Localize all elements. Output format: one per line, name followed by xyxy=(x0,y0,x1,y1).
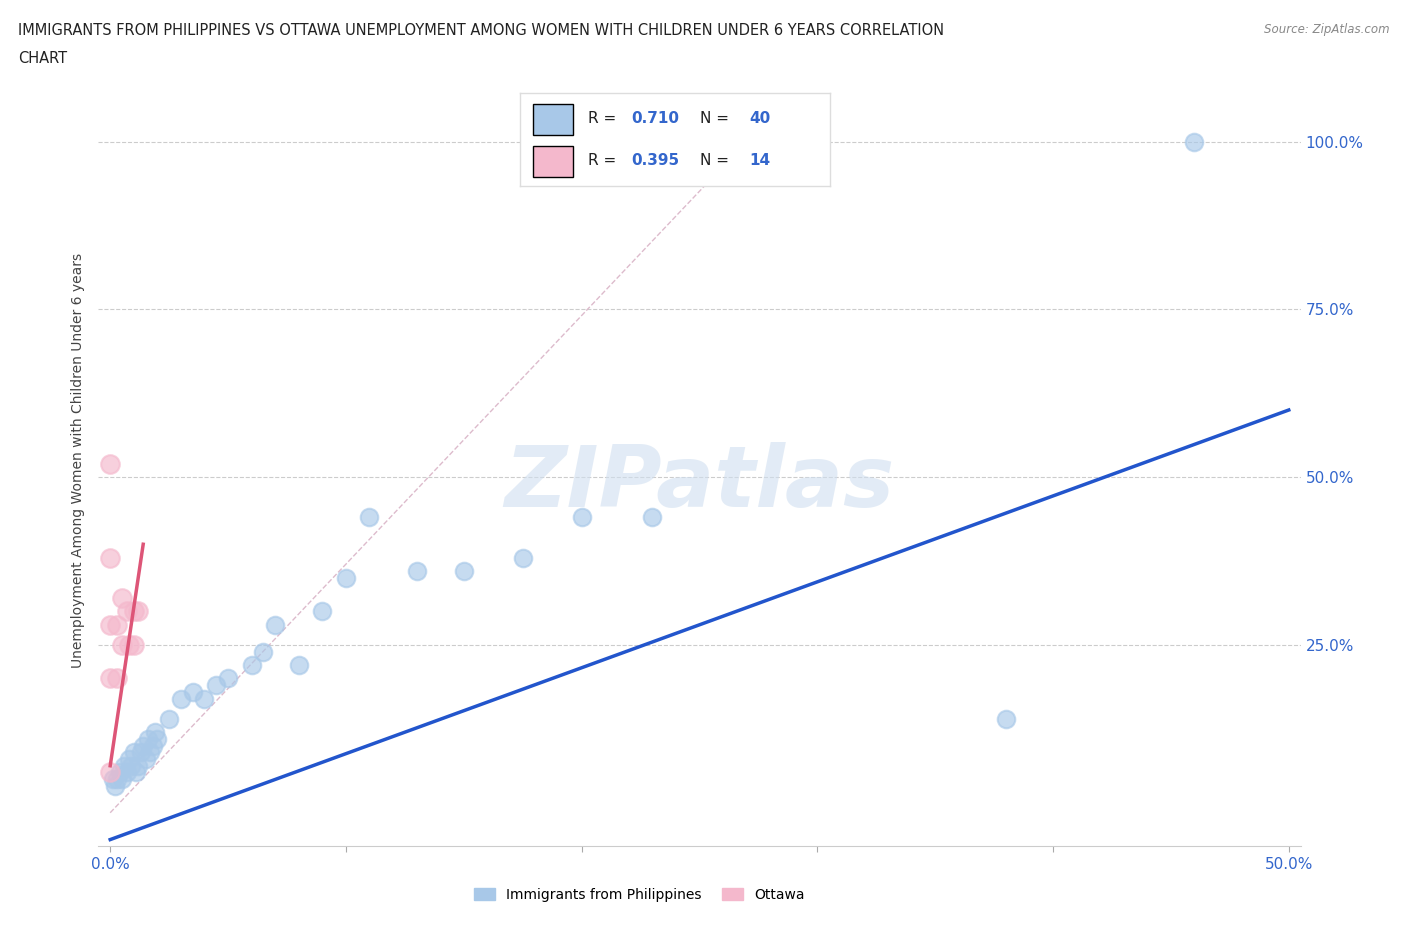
Point xyxy=(118,751,141,766)
Point xyxy=(98,671,121,686)
Point xyxy=(98,551,121,565)
Point xyxy=(132,738,155,753)
Text: N =: N = xyxy=(700,111,734,126)
FancyBboxPatch shape xyxy=(533,104,572,135)
Point xyxy=(98,765,121,780)
Point xyxy=(512,551,534,565)
Point xyxy=(122,604,145,618)
Point xyxy=(120,758,142,773)
Point xyxy=(115,765,138,780)
Y-axis label: Unemployment Among Women with Children Under 6 years: Unemployment Among Women with Children U… xyxy=(72,253,86,668)
Point xyxy=(641,510,664,525)
Text: R =: R = xyxy=(588,111,621,126)
Point xyxy=(118,637,141,652)
Point xyxy=(405,564,427,578)
Text: ZIPatlas: ZIPatlas xyxy=(505,442,894,525)
Point xyxy=(111,637,134,652)
FancyBboxPatch shape xyxy=(533,146,572,177)
Text: 14: 14 xyxy=(749,153,770,168)
Point xyxy=(136,732,159,747)
Point xyxy=(217,671,239,686)
Point xyxy=(125,765,148,780)
Point xyxy=(101,772,124,787)
Point xyxy=(335,570,357,585)
Point xyxy=(111,772,134,787)
Point xyxy=(122,745,145,760)
Point xyxy=(453,564,475,578)
Point xyxy=(111,591,134,605)
Point xyxy=(112,758,135,773)
Text: 0.710: 0.710 xyxy=(631,111,679,126)
Point xyxy=(170,691,193,706)
Text: N =: N = xyxy=(700,153,734,168)
Point xyxy=(143,724,166,739)
Point xyxy=(105,671,128,686)
Text: IMMIGRANTS FROM PHILIPPINES VS OTTAWA UNEMPLOYMENT AMONG WOMEN WITH CHILDREN UND: IMMIGRANTS FROM PHILIPPINES VS OTTAWA UN… xyxy=(18,23,945,38)
Point xyxy=(994,711,1017,726)
Text: Source: ZipAtlas.com: Source: ZipAtlas.com xyxy=(1264,23,1389,36)
Point xyxy=(359,510,381,525)
Point xyxy=(122,637,145,652)
Point xyxy=(105,772,128,787)
Text: CHART: CHART xyxy=(18,51,67,66)
Point xyxy=(98,457,121,472)
Point xyxy=(571,510,593,525)
Point xyxy=(1184,134,1206,149)
Point xyxy=(128,604,150,618)
Point xyxy=(181,684,204,699)
Legend: Immigrants from Philippines, Ottawa: Immigrants from Philippines, Ottawa xyxy=(467,881,811,909)
Point xyxy=(240,658,263,672)
Point xyxy=(157,711,180,726)
Point xyxy=(115,604,138,618)
Point xyxy=(146,732,169,747)
Text: 40: 40 xyxy=(749,111,770,126)
Point xyxy=(142,738,165,753)
Text: 0.395: 0.395 xyxy=(631,153,679,168)
Text: R =: R = xyxy=(588,153,621,168)
Point xyxy=(193,691,215,706)
Point xyxy=(264,618,287,632)
Point xyxy=(205,678,228,693)
Point xyxy=(139,745,162,760)
Point xyxy=(252,644,274,659)
Point xyxy=(128,758,150,773)
Point xyxy=(311,604,333,618)
Point xyxy=(98,618,121,632)
Point xyxy=(135,751,157,766)
Point xyxy=(288,658,311,672)
Point xyxy=(129,745,152,760)
Point xyxy=(104,778,127,793)
Point xyxy=(108,765,131,780)
Point xyxy=(105,618,128,632)
